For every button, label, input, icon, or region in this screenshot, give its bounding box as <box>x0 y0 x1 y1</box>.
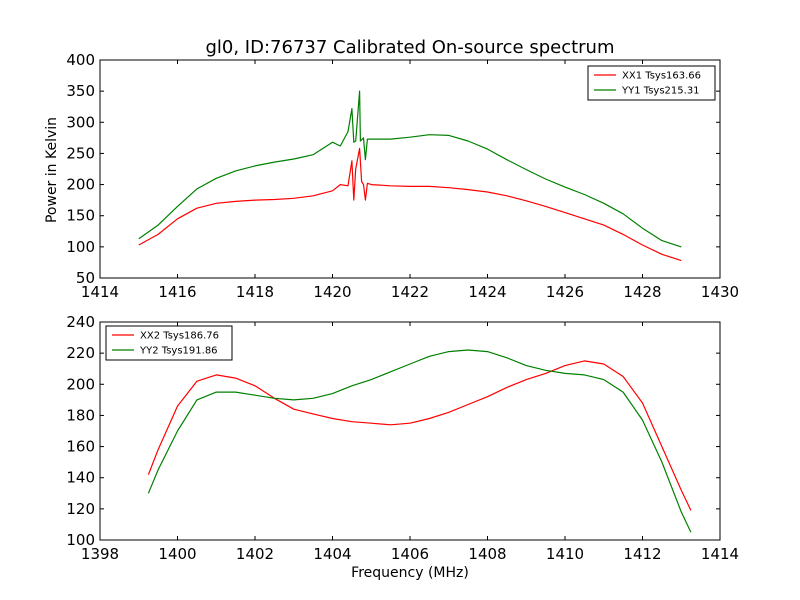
x-tick-label: 1404 <box>313 545 351 563</box>
legend-label-1: XX2 Tsys186.76 <box>140 331 219 342</box>
y-tick-label: 220 <box>66 344 95 362</box>
x-tick-label: 1426 <box>546 283 584 301</box>
y-tick-label: 180 <box>66 406 95 424</box>
x-tick-label: 1428 <box>623 283 661 301</box>
y-tick-label: 400 <box>66 51 95 69</box>
y-tick-label: 140 <box>66 469 95 487</box>
top-plot-panel: 1414 1416 1418 1420 1422 1424 1426 1428 1430 50 10… <box>66 51 739 301</box>
y-tick-label: 160 <box>66 438 95 456</box>
legend-box <box>105 325 233 361</box>
x-tick-label: 1422 <box>391 283 429 301</box>
x-tick-label: 1400 <box>158 545 196 563</box>
x-tick-label: 1430 <box>701 283 739 301</box>
x-tick-label: 1414 <box>81 283 119 301</box>
x-tick-label: 1424 <box>468 283 506 301</box>
y-tick-label: 350 <box>66 82 95 100</box>
y-tick-label: 250 <box>66 144 95 162</box>
x-tick-label: 1408 <box>468 545 506 563</box>
legend-label-2: YY1 Tsys215.31 <box>621 86 700 97</box>
y-axis-label: Power in Kelvin <box>44 117 60 223</box>
x-tick-label: 1398 <box>81 545 119 563</box>
series-line-1 <box>147 360 692 511</box>
legend-label-2: YY2 Tsys191.86 <box>139 346 218 357</box>
series-line-2 <box>147 349 692 533</box>
x-tick-label: 1418 <box>236 283 274 301</box>
y-tick-label: 300 <box>66 113 95 131</box>
y-tick-label: 100 <box>66 238 95 256</box>
x-axis-label: Frequency (MHz) <box>351 565 469 581</box>
x-tick-label: 1402 <box>236 545 274 563</box>
y-tick-label: 240 <box>66 313 95 331</box>
series-line-2 <box>138 90 682 248</box>
chart-title: gl0, ID:76737 Calibrated On-source spect… <box>205 37 614 58</box>
y-tick-label: 120 <box>66 500 95 518</box>
legend-label-1: XX1 Tsys163.66 <box>622 71 701 82</box>
y-tick-label: 50 <box>76 269 95 287</box>
y-tick-label: 200 <box>66 375 95 393</box>
x-tick-label: 1416 <box>158 283 196 301</box>
bottom-plot-panel: 1398 1400 1402 1404 1406 1408 1410 1412 1414 100 1… <box>66 313 739 563</box>
series-line-1 <box>138 147 682 262</box>
x-tick-label: 1410 <box>546 545 584 563</box>
legend-box <box>587 65 716 101</box>
x-tick-label: 1406 <box>391 545 429 563</box>
x-tick-label: 1412 <box>623 545 661 563</box>
y-tick-label: 100 <box>66 531 95 549</box>
x-tick-label: 1420 <box>313 283 351 301</box>
x-tick-label: 1414 <box>701 545 739 563</box>
y-tick-label: 150 <box>66 207 95 225</box>
y-tick-label: 200 <box>66 176 95 194</box>
